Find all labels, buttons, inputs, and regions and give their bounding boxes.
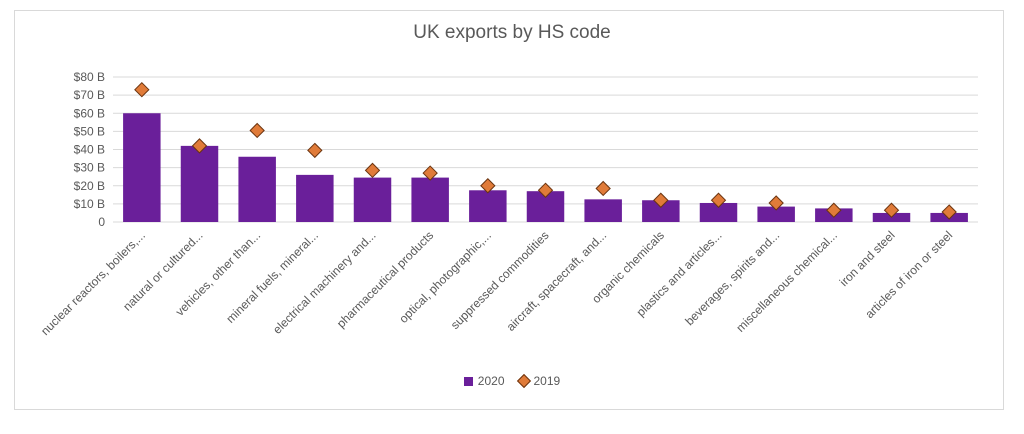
marker-2019 xyxy=(364,162,381,179)
chart-legend: 2020 2019 xyxy=(0,373,1024,389)
bar-2020 xyxy=(123,113,161,222)
x-tick-label: nuclear reactors, boilers,... xyxy=(38,228,148,338)
legend-swatch-2019 xyxy=(516,373,531,389)
bar-2020 xyxy=(411,177,449,222)
bar-2020 xyxy=(469,190,507,222)
y-tick-label: 0 xyxy=(98,215,105,229)
legend-item-2020: 2020 xyxy=(463,374,505,388)
marker-2019 xyxy=(883,202,900,218)
bar-2020 xyxy=(180,145,219,222)
marker-2019 xyxy=(422,165,438,181)
y-tick-label: $50 B xyxy=(74,124,105,138)
bar-2020 xyxy=(699,202,738,222)
marker-2019 xyxy=(768,195,784,211)
x-tick-label: beverages, spirits and... xyxy=(682,228,782,328)
x-tick-label: suppressed commodities xyxy=(448,228,552,332)
x-tick-label: iron and steel xyxy=(837,228,898,289)
bar-2020 xyxy=(238,156,276,222)
bar-2020 xyxy=(584,199,622,222)
x-tick-label: aircraft, spacecraft, and... xyxy=(504,228,610,334)
marker-2019 xyxy=(595,180,611,197)
legend-item-2019: 2019 xyxy=(516,373,561,389)
chart-title: UK exports by HS code xyxy=(413,22,611,43)
y-tick-label: $60 B xyxy=(74,106,105,120)
marker-2019 xyxy=(537,182,554,198)
marker-2019 xyxy=(191,138,208,154)
marker-2019 xyxy=(653,192,669,208)
y-tick-label: $10 B xyxy=(74,197,105,211)
x-tick-label: miscellaneous chemical... xyxy=(733,228,840,335)
legend-swatch-2020 xyxy=(463,376,473,386)
marker-2019 xyxy=(710,192,727,208)
y-tick-label: $30 B xyxy=(74,161,105,175)
y-tick-label: $40 B xyxy=(74,143,105,157)
bar-2020 xyxy=(353,177,392,222)
marker-2019 xyxy=(134,81,150,98)
legend-label-2020: 2020 xyxy=(477,374,505,388)
bar-2020 xyxy=(642,200,680,222)
y-tick-label: $20 B xyxy=(74,179,105,193)
bar-2020 xyxy=(757,206,795,222)
marker-2019 xyxy=(249,122,265,139)
y-tick-label: $70 B xyxy=(74,88,105,102)
legend-label-2019: 2019 xyxy=(533,374,561,388)
marker-2019 xyxy=(480,178,496,194)
marker-2019 xyxy=(307,142,323,159)
x-tick-label: pharmaceutical products xyxy=(334,228,436,330)
marker-2019 xyxy=(941,204,957,220)
y-tick-label: $80 B xyxy=(74,70,105,84)
marker-2019 xyxy=(826,202,842,218)
bar-2020 xyxy=(296,174,334,222)
x-tick-label: electrical machinery and... xyxy=(270,228,378,336)
